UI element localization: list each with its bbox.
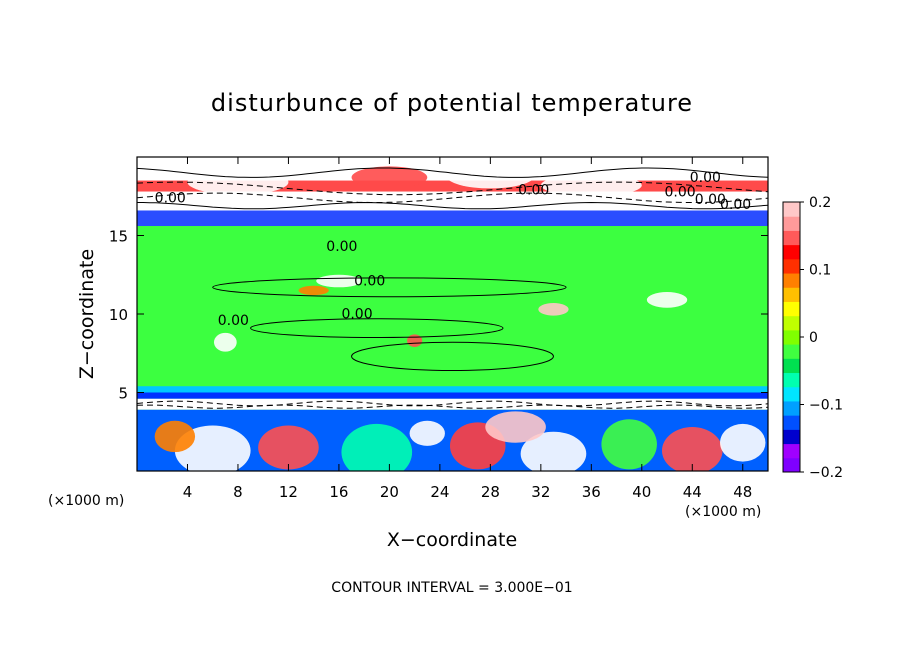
y-axis-label: Z−coordinate	[76, 249, 98, 379]
field-band-7	[137, 398, 768, 410]
contour-label: 0.00	[218, 313, 249, 329]
y-tick-label: 15	[109, 228, 128, 246]
colorbar-tick-label: −0.2	[809, 465, 843, 481]
field-feature	[485, 411, 546, 443]
colorbar-segment	[783, 202, 800, 217]
x-tick-label: 24	[430, 483, 449, 501]
y-tick-label: 10	[109, 306, 128, 324]
field-feature	[409, 420, 445, 446]
field-feature	[520, 431, 587, 471]
x-tick-label: 20	[380, 483, 399, 501]
chart-title: disturbunce of potential temperature	[211, 89, 693, 117]
contour-line-2	[137, 167, 768, 178]
colorbar-segment	[783, 230, 800, 246]
field-feature	[662, 427, 723, 471]
y-tick-label: 5	[118, 385, 128, 403]
field-feature	[641, 160, 743, 179]
field-band-4	[137, 226, 768, 399]
x-tick-label: 40	[632, 483, 651, 501]
colorbar-segment	[783, 372, 800, 388]
field-feature	[154, 420, 196, 453]
contour-label: 0.00	[341, 307, 372, 323]
contour-loop	[250, 318, 504, 339]
colorbar-segment	[783, 429, 800, 445]
colorbar-segment	[783, 273, 800, 288]
colorbar-segment	[783, 457, 800, 473]
field-feature	[351, 166, 428, 189]
colorbar-segment	[783, 415, 800, 430]
field-feature	[213, 332, 237, 352]
field-feature	[540, 174, 642, 197]
x-tick-label: 36	[582, 483, 601, 501]
colorbar-tick-label: 0.2	[809, 195, 831, 211]
x-axis-ticks: 4 8 12 16 20 24 28 32 36 40 44 48	[183, 157, 752, 501]
contour-loop	[351, 341, 554, 372]
contour-interval-note: CONTOUR INTERVAL = 3.000E−01	[331, 580, 572, 596]
y-axis-ticks: 5 10 15	[109, 228, 768, 403]
x-tick-label: 32	[531, 483, 550, 501]
x-tick-label: 8	[233, 483, 243, 501]
contour-label: 0.00	[155, 191, 186, 207]
x-unit-right: (×1000 m)	[685, 504, 761, 520]
x-tick-label: 48	[733, 483, 752, 501]
x-tick-label: 44	[683, 483, 702, 501]
colorbar-segment	[783, 216, 800, 231]
field-feature	[446, 163, 535, 189]
colorbar-segment	[783, 244, 800, 260]
x-axis-label: X−coordinate	[387, 529, 517, 551]
contour-label: 0.00	[354, 274, 385, 290]
x-tick-label: 12	[279, 483, 298, 501]
field-feature	[298, 285, 329, 296]
contour-line-1	[137, 181, 768, 196]
field-band-1	[137, 210, 768, 227]
field-feature	[258, 425, 319, 470]
colorbar-segment	[783, 344, 800, 359]
x-tick-label: 28	[481, 483, 500, 501]
colorbar-segment	[783, 329, 800, 345]
contour-label: 0.00	[690, 170, 721, 186]
contour-label: 0.00	[326, 239, 357, 255]
x-unit-left: (×1000 m)	[48, 493, 124, 509]
colorbar-segment	[783, 258, 800, 274]
field-feature	[601, 419, 657, 470]
x-tick-label: 16	[329, 483, 348, 501]
colorbar-segment	[783, 315, 800, 331]
contour-line-0	[137, 192, 768, 203]
field-band-2	[137, 204, 768, 211]
colorbar-tick-label: 0.1	[809, 263, 831, 279]
field-feature	[538, 303, 569, 316]
colorbar-segment	[783, 443, 800, 459]
field-band-3	[137, 180, 768, 192]
field-feature	[720, 423, 766, 462]
colorbar-ticks: 0.2 0.1 0 −0.1 −0.2	[800, 195, 843, 481]
contour-label: 0.00	[665, 184, 696, 200]
colorbar-segment	[783, 287, 800, 302]
colorbar	[782, 201, 801, 473]
contour-label: 0.00	[518, 183, 549, 199]
field-band-6	[137, 392, 768, 399]
field-feature	[407, 334, 423, 347]
x-tick-label: 4	[183, 483, 193, 501]
colorbar-segment	[783, 301, 800, 317]
colorbar-segment	[783, 386, 800, 402]
colorbar-segment	[783, 358, 800, 374]
field-feature	[341, 423, 413, 471]
colorbar-tick-label: 0	[809, 330, 818, 346]
contour-loop	[212, 277, 567, 298]
colorbar-segment	[783, 400, 800, 416]
contour-lines	[137, 167, 768, 409]
contour-line-4	[137, 400, 768, 407]
plot-area	[137, 157, 768, 471]
contour-labels: 0.000.000.000.000.000.000.000.000.000.00	[155, 170, 752, 329]
contour-label: 0.00	[695, 192, 726, 208]
field-features	[154, 160, 766, 471]
colorbar-tick-label: −0.1	[809, 398, 843, 414]
contour-line-5	[137, 404, 768, 409]
contour-label: 0.00	[720, 197, 751, 213]
contour-line-3	[137, 201, 768, 210]
field-feature	[646, 292, 688, 308]
